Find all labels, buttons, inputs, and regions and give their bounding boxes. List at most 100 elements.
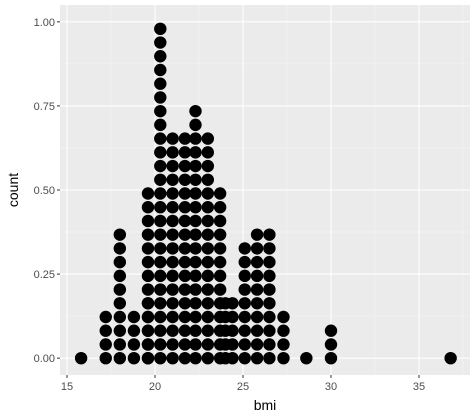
dot: [99, 310, 112, 324]
dot: [213, 214, 227, 228]
x-tick-label: 15: [61, 381, 73, 393]
dot: [166, 173, 179, 186]
dot: [189, 242, 202, 255]
dot: [154, 324, 167, 337]
dot: [178, 324, 192, 337]
dot: [154, 338, 167, 351]
dot: [263, 338, 276, 351]
dots-layer: [74, 22, 457, 365]
dot: [178, 173, 192, 186]
dot: [141, 324, 155, 337]
dot: [201, 283, 215, 296]
dot: [444, 351, 457, 365]
dot: [324, 351, 338, 365]
dot: [238, 242, 251, 255]
x-tick-label: 30: [325, 381, 337, 393]
dot: [127, 338, 141, 351]
dot: [113, 310, 127, 324]
dot: [250, 324, 264, 337]
dot: [99, 324, 112, 337]
dot: [189, 255, 202, 269]
dot: [154, 310, 167, 324]
dot: [250, 228, 264, 241]
dot: [154, 173, 167, 186]
dot: [213, 242, 227, 255]
dot: [141, 283, 155, 296]
dot: [238, 269, 251, 283]
dot: [213, 228, 227, 241]
dot: [263, 242, 276, 255]
dot: [226, 310, 239, 324]
dot: [201, 351, 215, 365]
dot: [201, 159, 215, 173]
dot: [178, 242, 192, 255]
dot: [213, 255, 227, 269]
dot: [166, 269, 179, 283]
dot: [141, 187, 155, 200]
y-axis: 0.00 0.25 0.50 0.75 1.00: [34, 17, 60, 365]
dot: [277, 310, 290, 324]
dot: [250, 269, 264, 283]
dot: [113, 255, 127, 269]
dot: [154, 104, 167, 118]
dot: [213, 187, 227, 200]
dot: [189, 201, 202, 214]
dot: [113, 338, 127, 351]
dot: [178, 351, 192, 365]
dot: [141, 269, 155, 283]
dot: [113, 351, 127, 365]
dot: [141, 214, 155, 228]
x-axis: 15 20 25 30 35: [61, 375, 425, 393]
dot: [189, 214, 202, 228]
dot: [277, 351, 290, 365]
dot: [166, 324, 179, 337]
dot: [213, 201, 227, 214]
dot: [263, 351, 276, 365]
dot: [189, 297, 202, 310]
dot: [178, 132, 192, 145]
dot: [154, 214, 167, 228]
dot: [201, 214, 215, 228]
dot: [263, 324, 276, 337]
dot: [113, 324, 127, 337]
y-axis-title: count: [5, 173, 21, 207]
dot: [189, 310, 202, 324]
dot: [141, 297, 155, 310]
dot: [166, 242, 179, 255]
dot: [178, 146, 192, 159]
dot: [189, 187, 202, 200]
dot: [141, 242, 155, 255]
dot: [141, 310, 155, 324]
dot: [178, 159, 192, 173]
dot: [189, 338, 202, 351]
y-tick-label: 0.25: [34, 269, 55, 281]
dot: [213, 283, 227, 296]
dot: [166, 297, 179, 310]
dot: [238, 255, 251, 269]
dot: [154, 63, 167, 77]
dot: [263, 283, 276, 296]
dot: [189, 324, 202, 337]
dot: [238, 297, 251, 310]
dot: [154, 297, 167, 310]
dot: [238, 338, 251, 351]
dot: [201, 269, 215, 283]
dot: [189, 283, 202, 296]
y-tick-label: 0.50: [34, 185, 55, 197]
dot: [113, 297, 127, 310]
dot: [166, 255, 179, 269]
dot: [250, 242, 264, 255]
dot: [250, 351, 264, 365]
dot: [141, 351, 155, 365]
dot: [178, 310, 192, 324]
dot: [178, 228, 192, 241]
x-axis-title: bmi: [254, 397, 277, 413]
dot: [154, 201, 167, 214]
dot: [201, 146, 215, 159]
dot: [238, 310, 251, 324]
dot: [201, 173, 215, 186]
dot: [154, 36, 167, 49]
dot: [189, 351, 202, 365]
dot: [141, 338, 155, 351]
